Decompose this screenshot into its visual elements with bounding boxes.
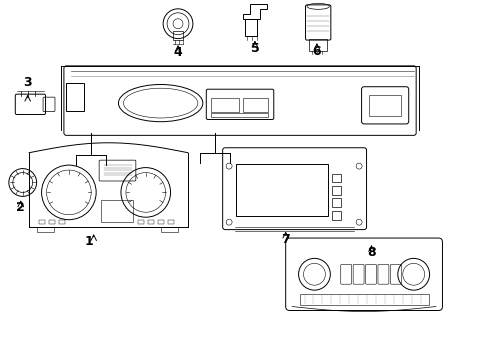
Bar (37, 227, 54, 232)
Bar (168, 220, 174, 224)
Bar (211, 113, 268, 117)
Bar (244, 19, 257, 36)
Text: 3: 3 (23, 76, 32, 89)
Text: 6: 6 (312, 45, 321, 58)
Text: 5: 5 (250, 42, 259, 55)
Bar (161, 227, 178, 232)
Bar (331, 174, 340, 183)
Bar (299, 294, 427, 305)
Bar (59, 220, 65, 224)
Bar (211, 98, 238, 112)
Bar (309, 39, 326, 51)
Bar (66, 83, 83, 111)
Bar (158, 220, 164, 224)
Bar (173, 31, 183, 40)
Bar (49, 220, 55, 224)
Text: 2: 2 (16, 201, 25, 214)
Text: 8: 8 (366, 246, 375, 259)
Bar (331, 186, 340, 195)
Bar (331, 198, 340, 207)
Bar (39, 220, 45, 224)
Bar (368, 95, 401, 117)
Bar (331, 211, 340, 220)
Bar (138, 220, 144, 224)
Bar (242, 98, 268, 112)
Bar (101, 200, 133, 222)
Bar (236, 164, 327, 216)
Text: 4: 4 (173, 46, 182, 59)
Text: 7: 7 (281, 233, 289, 246)
Bar (148, 220, 154, 224)
Text: 1: 1 (84, 235, 93, 248)
